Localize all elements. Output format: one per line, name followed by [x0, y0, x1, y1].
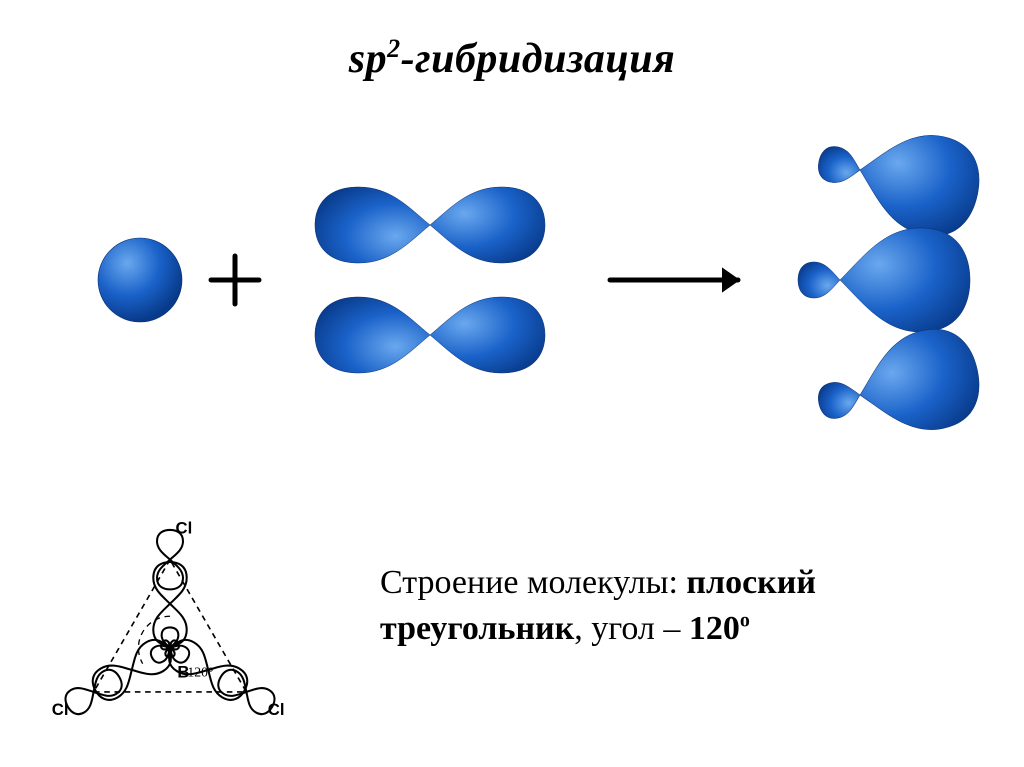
title-suffix: -гибридизация	[401, 36, 676, 82]
p-orbital	[315, 297, 545, 373]
sp2-orbital	[798, 228, 970, 332]
cl-orbital	[157, 530, 183, 589]
caption-degree: о	[740, 610, 750, 632]
p-orbital	[315, 187, 545, 263]
geometry-caption: Строение молекулы: плоский треугольник, …	[380, 560, 1000, 652]
hybridization-diagram	[0, 110, 1024, 450]
caption-prefix: Строение молекулы:	[380, 564, 686, 601]
b-label: B	[177, 663, 189, 682]
sp2-orbital	[809, 112, 988, 243]
bcl3-structure-diagram: 120°ClClClB	[20, 490, 320, 750]
title-superscript: 2	[387, 34, 401, 63]
caption-shape-word2: треугольник	[380, 610, 574, 647]
caption-angle-value: 120	[689, 610, 740, 647]
caption-shape-word1: плоский	[686, 564, 816, 601]
title-prefix: sp	[349, 36, 387, 82]
page-title: sp2-гибридизация	[0, 34, 1024, 83]
cl-label: Cl	[52, 700, 69, 719]
s-orbital	[98, 238, 182, 322]
cl-label: Cl	[268, 700, 285, 719]
arrow-head-icon	[722, 267, 740, 292]
sp2-orbital	[809, 321, 988, 450]
cl-label: Cl	[176, 519, 193, 538]
caption-mid: , угол –	[574, 610, 689, 647]
